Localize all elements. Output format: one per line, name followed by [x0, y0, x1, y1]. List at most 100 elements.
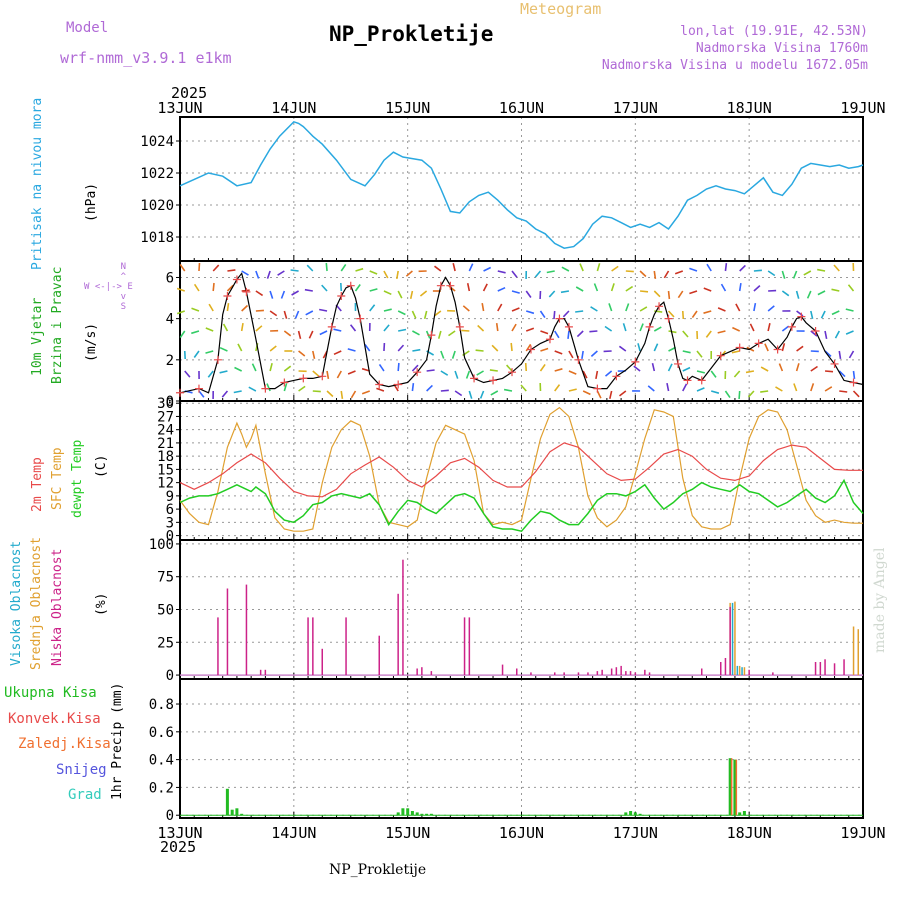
lonlat-text: lon,lat (19.91E, 42.53N)	[680, 24, 868, 39]
wind-arrow	[297, 330, 302, 339]
wind-arrow	[567, 330, 570, 339]
wind-arrow	[831, 310, 840, 316]
wind-arrow	[667, 290, 671, 300]
wind-arrow	[397, 310, 406, 316]
precip-bar-total	[230, 809, 234, 816]
wind-arrow	[489, 369, 498, 372]
wind-arrow	[240, 322, 244, 332]
precip-bar-total	[728, 758, 732, 816]
bottom-date-label: 14JUN	[271, 824, 316, 842]
precip-bar-total	[396, 812, 400, 816]
wind-arrow	[553, 310, 556, 320]
wind-arrow	[440, 350, 445, 359]
wind-arrow	[383, 308, 392, 312]
wind-arrow	[208, 303, 214, 312]
wind-arrow	[637, 343, 641, 352]
wind-arrow	[691, 310, 698, 319]
wind-arrow	[251, 363, 257, 372]
wind-arrow	[490, 390, 499, 396]
wind-arrow	[674, 270, 684, 275]
wind-speed-marker	[664, 314, 673, 323]
precip-bar-total	[420, 813, 424, 816]
wind-arrow	[326, 370, 330, 380]
wind-arrow	[705, 330, 712, 338]
cloud-bar-low	[648, 672, 651, 675]
temperature-ytick-label: 24	[157, 423, 174, 439]
wind-arrow	[639, 323, 644, 332]
wind-arrow	[847, 284, 855, 292]
cloud-bar-low	[217, 617, 219, 676]
wind-arrow	[383, 270, 389, 279]
wind-arrow	[561, 266, 570, 272]
wind-arrow	[720, 283, 727, 292]
wind-arrow	[781, 270, 786, 279]
wind-arrow	[241, 304, 249, 312]
wind-arrow	[590, 306, 598, 312]
wind-speed-marker	[645, 322, 654, 331]
pressure-ytick-label: 1022	[140, 166, 174, 182]
wind-arrow	[852, 370, 856, 379]
precip-bar-total	[733, 759, 737, 816]
wind-arrow	[618, 345, 627, 352]
cloud-bar-low	[530, 672, 532, 675]
wind-arrow	[411, 364, 419, 372]
wind-arrow	[451, 350, 456, 359]
wind-arrow	[511, 323, 517, 332]
wind-arrow	[560, 290, 570, 294]
wind-arrow	[383, 324, 390, 332]
wind-arrow	[369, 288, 378, 292]
cloud-bar-mid	[743, 667, 746, 676]
wind-arrow	[419, 290, 428, 297]
wind-arrow	[321, 284, 328, 292]
wind-arrow	[796, 345, 804, 352]
wind-arrow	[255, 270, 260, 279]
precip-bar-total	[738, 812, 742, 816]
wind-arrow	[179, 330, 186, 339]
model-label: Model	[66, 20, 109, 36]
cloud-bar-low	[501, 664, 504, 676]
temperature-series-line	[179, 406, 863, 532]
pressure-ytick-label: 1024	[140, 134, 174, 150]
wind-arrow	[397, 344, 405, 352]
cloud-bar-mid	[734, 601, 736, 675]
footer-station: NP_Prokletije	[329, 862, 427, 878]
wind-arrow	[405, 270, 413, 277]
wind-arrow	[226, 284, 234, 292]
wind-arrow	[666, 382, 670, 392]
wind-arrow	[510, 342, 513, 352]
wind-arrow	[625, 285, 634, 292]
wind-arrow	[653, 343, 659, 352]
wind-arrow	[575, 286, 584, 292]
wind-arrow	[283, 365, 292, 372]
wind-speed-marker	[194, 384, 203, 393]
temperature-ytick-label: 21	[157, 436, 174, 452]
wind-arrow	[497, 303, 503, 312]
wind-arrow	[191, 330, 200, 335]
wind-arrow	[733, 370, 741, 378]
wind-speed-marker	[545, 335, 554, 344]
wind-arrow	[497, 286, 506, 292]
wind-arrow	[411, 383, 415, 392]
wind-arrow	[810, 365, 818, 372]
wind-arrow	[434, 265, 442, 272]
cloud-bar-low	[620, 665, 622, 676]
wind-arrow	[483, 266, 492, 272]
compass-west: W	[84, 282, 90, 292]
bottom-date-label: 18JUN	[727, 824, 772, 842]
wind-speed-marker	[261, 384, 270, 393]
wind-arrow	[291, 290, 299, 296]
wind-arrow	[681, 310, 685, 320]
wind-speed-marker	[299, 374, 308, 383]
year-top: 2025	[171, 84, 208, 102]
wind-arrow	[477, 324, 485, 332]
wind-arrow	[824, 386, 833, 392]
cloud-bar-low	[833, 663, 836, 676]
compass-south-arrow: v	[120, 292, 127, 302]
wind-arrow	[824, 330, 828, 340]
wind-arrow	[350, 390, 357, 399]
wind-speed-marker	[446, 281, 455, 290]
wind-arrow	[554, 330, 560, 339]
cloud-bar-low	[226, 588, 229, 675]
wind-arrow	[184, 370, 191, 378]
wind-arrow	[468, 390, 473, 399]
